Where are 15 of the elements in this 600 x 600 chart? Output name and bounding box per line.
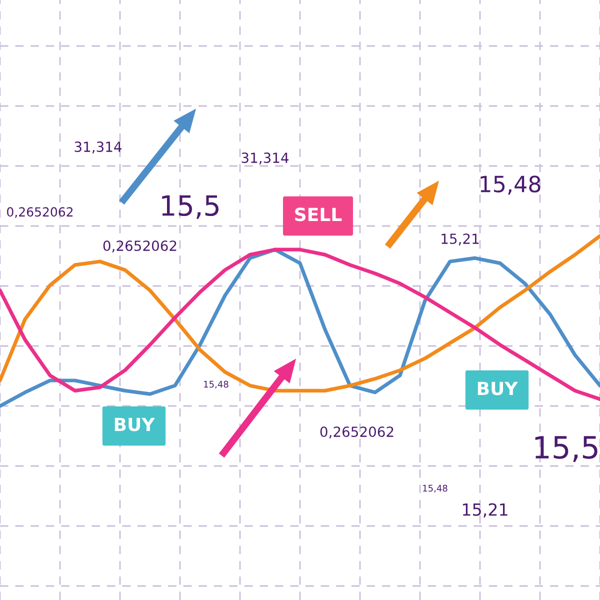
text: 15,48 bbox=[423, 484, 448, 493]
annotation: 15,21 bbox=[442, 234, 479, 246]
text: 0,2652062 bbox=[320, 426, 394, 438]
text: 15,5 bbox=[535, 436, 598, 462]
text: BUY bbox=[114, 418, 155, 432]
annotation: 0,2652062 bbox=[103, 240, 176, 252]
text: 15,5 bbox=[162, 195, 218, 219]
annotation: BUY bbox=[478, 382, 518, 396]
text: 31,314 bbox=[242, 152, 289, 164]
text: SELL bbox=[295, 208, 342, 222]
text: 0,2652062 bbox=[7, 207, 73, 218]
text: 31,314 bbox=[74, 142, 122, 154]
text: 15,48 bbox=[480, 176, 540, 195]
annotation: 15,48 bbox=[204, 380, 228, 389]
text: 15,21 bbox=[462, 503, 508, 518]
